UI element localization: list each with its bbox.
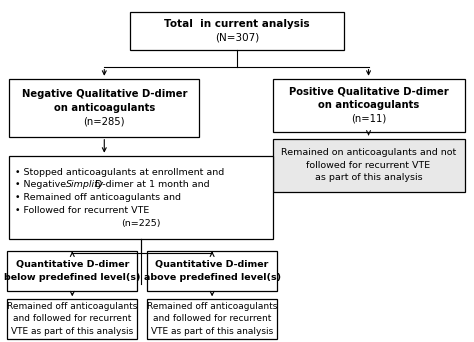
FancyBboxPatch shape [147,251,277,291]
Text: Quantitative D-dimer: Quantitative D-dimer [155,260,269,269]
Text: Quantitative D-dimer: Quantitative D-dimer [16,260,129,269]
FancyBboxPatch shape [130,12,344,50]
Text: • Remained off anticoagulants and: • Remained off anticoagulants and [15,193,181,202]
FancyBboxPatch shape [9,79,199,137]
Text: Remained on anticoagulants and not: Remained on anticoagulants and not [281,148,456,157]
Text: • Followed for recurrent VTE: • Followed for recurrent VTE [15,206,149,215]
FancyBboxPatch shape [7,299,137,339]
Text: Remained off anticoagulants: Remained off anticoagulants [7,302,137,311]
Text: below predefined level(s): below predefined level(s) [4,273,140,282]
Text: Total  in current analysis: Total in current analysis [164,19,310,29]
FancyBboxPatch shape [7,251,137,291]
Text: on anticoagulants: on anticoagulants [318,100,419,110]
Text: Remained off anticoagulants: Remained off anticoagulants [147,302,277,311]
Text: and followed for recurrent: and followed for recurrent [153,314,271,324]
Text: (n=11): (n=11) [351,114,386,124]
FancyBboxPatch shape [273,79,465,132]
Text: (n=225): (n=225) [121,219,161,227]
Text: D-dimer at 1 month and: D-dimer at 1 month and [92,180,210,189]
FancyBboxPatch shape [9,156,273,239]
FancyBboxPatch shape [273,139,465,192]
Text: and followed for recurrent: and followed for recurrent [13,314,131,324]
Text: (N=307): (N=307) [215,33,259,43]
Text: (n=285): (n=285) [83,116,125,126]
Text: on anticoagulants: on anticoagulants [54,103,155,113]
Text: as part of this analysis: as part of this analysis [315,173,422,182]
Text: Simplify: Simplify [66,180,104,189]
Text: followed for recurrent VTE: followed for recurrent VTE [307,160,430,170]
FancyBboxPatch shape [147,299,277,339]
Text: VTE as part of this analysis: VTE as part of this analysis [151,327,273,336]
Text: Positive Qualitative D-dimer: Positive Qualitative D-dimer [289,87,448,97]
Text: • Negative: • Negative [15,180,69,189]
Text: VTE as part of this analysis: VTE as part of this analysis [11,327,133,336]
Text: • Stopped anticoagulants at enrollment and: • Stopped anticoagulants at enrollment a… [15,168,224,176]
Text: Negative Qualitative D-dimer: Negative Qualitative D-dimer [21,89,187,99]
Text: above predefined level(s): above predefined level(s) [144,273,281,282]
